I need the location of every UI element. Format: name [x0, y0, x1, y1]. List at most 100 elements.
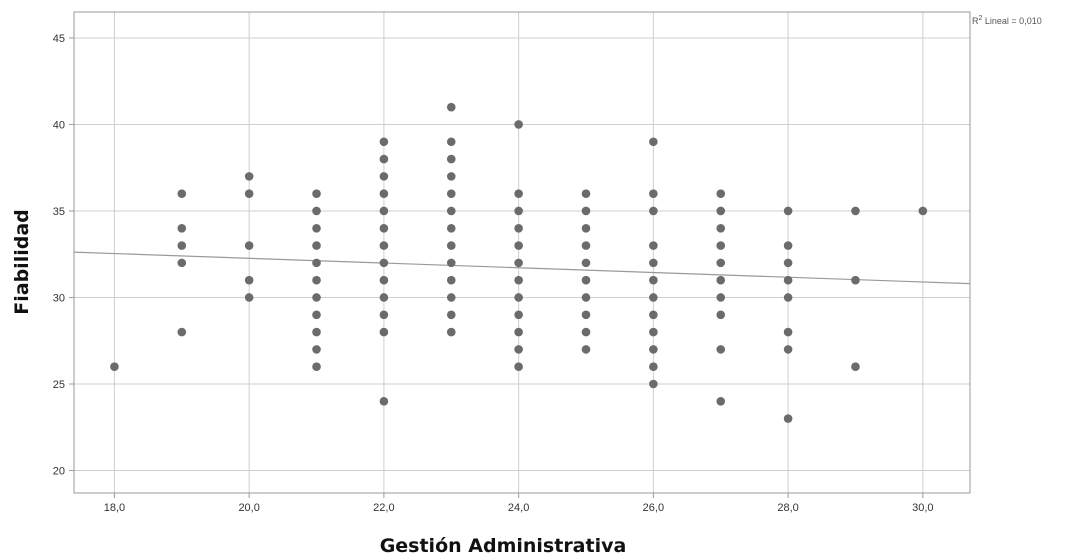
data-point — [379, 327, 389, 337]
x-tick-label: 24,0 — [508, 502, 529, 514]
data-point — [716, 189, 726, 198]
data-point — [312, 327, 321, 337]
x-tick-label: 22,0 — [373, 502, 394, 514]
data-point — [581, 241, 591, 250]
data-point — [110, 362, 119, 371]
data-point — [514, 345, 523, 354]
data-point — [649, 189, 658, 198]
data-point — [649, 345, 658, 354]
data-point — [783, 327, 793, 337]
data-point — [514, 206, 523, 216]
x-tick-label: 26,0 — [643, 502, 664, 514]
y-tick-label: 40 — [53, 119, 65, 131]
y-tick-label: 35 — [53, 206, 65, 218]
data-point — [716, 396, 726, 406]
fit-line-label: R2 Lineal = 0,010 — [972, 15, 1042, 26]
data-point — [581, 293, 591, 302]
data-point — [177, 223, 187, 233]
y-tick-label: 30 — [53, 292, 65, 304]
data-point — [649, 362, 658, 371]
data-point — [446, 137, 456, 147]
data-point — [312, 293, 321, 302]
data-point — [312, 258, 321, 268]
data-point — [446, 327, 456, 337]
data-point — [851, 275, 860, 285]
data-point — [379, 189, 389, 198]
data-point — [581, 258, 591, 268]
data-point — [379, 293, 389, 302]
data-point — [446, 258, 456, 268]
data-point — [244, 189, 254, 198]
data-point — [514, 362, 523, 371]
data-point — [446, 293, 456, 302]
data-point — [649, 137, 658, 147]
data-point — [581, 189, 591, 198]
data-point — [851, 362, 860, 371]
data-point — [581, 275, 591, 285]
grid-layer — [69, 12, 970, 498]
y-tick-label: 45 — [53, 33, 65, 45]
data-point — [244, 275, 254, 285]
tick-labels: 18,0 20,0 22,0 24,0 26,0 28,0 30,0 20 25 30 35 40 45 — [53, 33, 934, 514]
data-point — [581, 345, 591, 354]
data-point — [783, 241, 793, 250]
data-point — [177, 241, 187, 250]
data-point — [716, 293, 726, 302]
data-point — [379, 223, 389, 233]
data-point — [514, 310, 523, 320]
data-point — [312, 345, 321, 354]
data-point — [446, 275, 456, 285]
plot-area-frame — [73, 11, 971, 494]
data-point — [244, 293, 254, 302]
data-points — [110, 102, 928, 423]
data-point — [312, 206, 321, 216]
data-point — [514, 223, 523, 233]
x-axis-title: Gestión Administrativa — [380, 535, 627, 557]
data-point — [379, 396, 389, 406]
data-point — [446, 310, 456, 320]
data-point — [514, 258, 523, 268]
data-point — [649, 327, 658, 337]
data-point — [379, 137, 389, 147]
data-point — [581, 223, 591, 233]
data-point — [716, 345, 726, 354]
data-point — [851, 206, 860, 216]
data-point — [783, 275, 793, 285]
data-point — [514, 241, 523, 250]
data-point — [446, 102, 456, 112]
data-point — [716, 310, 726, 320]
data-point — [177, 258, 187, 268]
data-point — [379, 206, 389, 216]
data-point — [446, 189, 456, 198]
data-point — [716, 258, 726, 268]
data-point — [514, 189, 523, 198]
data-point — [783, 414, 793, 423]
y-axis-title: Fiabilidad — [11, 209, 33, 314]
data-point — [716, 241, 726, 250]
x-tick-label: 20,0 — [238, 502, 259, 514]
data-point — [446, 206, 456, 216]
data-point — [312, 310, 321, 320]
data-point — [379, 258, 389, 268]
data-point — [649, 310, 658, 320]
data-point — [244, 241, 254, 250]
data-point — [379, 275, 389, 285]
data-point — [581, 327, 591, 337]
data-point — [581, 310, 591, 320]
data-point — [649, 293, 658, 302]
data-point — [649, 206, 658, 216]
data-point — [783, 293, 793, 302]
data-point — [312, 362, 321, 371]
y-tick-label: 25 — [53, 379, 65, 391]
data-point — [918, 206, 928, 216]
data-point — [379, 310, 389, 320]
data-point — [783, 258, 793, 268]
data-point — [177, 327, 187, 337]
data-point — [379, 172, 389, 181]
data-point — [379, 154, 389, 164]
data-point — [312, 275, 321, 285]
y-tick-label: 20 — [53, 466, 65, 478]
data-point — [446, 223, 456, 233]
data-point — [379, 241, 389, 250]
data-point — [514, 293, 523, 302]
